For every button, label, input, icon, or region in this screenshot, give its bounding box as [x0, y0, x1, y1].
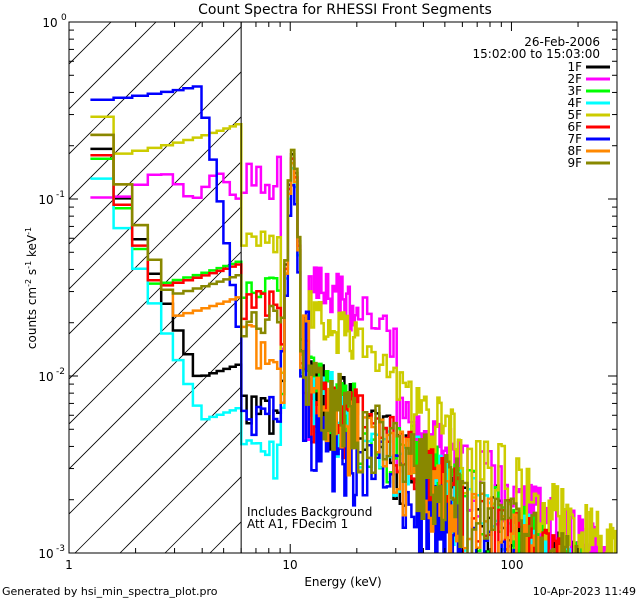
y-label-part: keV [25, 234, 39, 261]
series-line-9f [90, 133, 579, 553]
x-axis-label: Energy (keV) [304, 575, 381, 589]
axis-ticks [68, 21, 618, 554]
legend-label-6f: 6F [567, 120, 582, 134]
y-axis-label: counts cm-2 s-1 keV-1 [24, 227, 39, 349]
legend-label-4f: 4F [567, 96, 582, 110]
x-tick-label-1: 1 [65, 558, 73, 572]
legend-label-5f: 5F [567, 108, 582, 122]
chart-title: Count Spectra for RHESSI Front Segments [198, 2, 492, 18]
legend-label-9f: 9F [567, 156, 582, 170]
footer-generated-by: Generated by hsi_min_spectra_plot.pro [2, 585, 218, 598]
x-tick-label-10: 10 [282, 558, 297, 572]
y-tick-exp: -2 [56, 367, 65, 377]
legend-label-1f: 1F [567, 60, 582, 74]
annotation-background: Includes Background [247, 505, 372, 519]
series-layer [90, 85, 617, 553]
x-tick-label-100: 100 [501, 558, 524, 572]
hatched-region [69, 22, 242, 553]
footer-timestamp: 10-Apr-2023 11:49 [533, 585, 636, 598]
y-tick-base: 10 [38, 370, 53, 384]
time-range-label: 15:02:00 to 15:03:00 [473, 47, 600, 61]
y-label-part: counts cm [25, 287, 39, 349]
legend-label-7f: 7F [567, 132, 582, 146]
y-label-sup: -2 [24, 279, 33, 287]
plot-frame [68, 21, 618, 554]
y-tick-label-0.001: 10 -3 [38, 544, 65, 561]
y-tick-base: 10 [42, 16, 57, 30]
legend-label-2f: 2F [567, 72, 582, 86]
annotation-attenuator: Att A1, FDecim 1 [247, 517, 348, 531]
y-label-sup: -1 [24, 227, 33, 235]
y-tick-base: 10 [38, 193, 53, 207]
y-tick-label-0.01: 10 -2 [38, 367, 65, 384]
y-tick-label-1: 10 0 [42, 13, 67, 30]
y-tick-base: 10 [38, 547, 53, 561]
y-tick-exp: -1 [56, 190, 65, 200]
hatch-lines [69, 22, 242, 553]
y-label-sup: -1 [24, 261, 33, 269]
y-tick-exp: -3 [56, 544, 65, 554]
date-label: 26-Feb-2006 [524, 35, 600, 49]
legend-label-3f: 3F [567, 84, 582, 98]
y-tick-label-0.1: 10 -1 [38, 190, 65, 207]
y-label-part: s [25, 269, 39, 279]
legend-label-8f: 8F [567, 144, 582, 158]
y-tick-exp: 0 [61, 13, 67, 23]
